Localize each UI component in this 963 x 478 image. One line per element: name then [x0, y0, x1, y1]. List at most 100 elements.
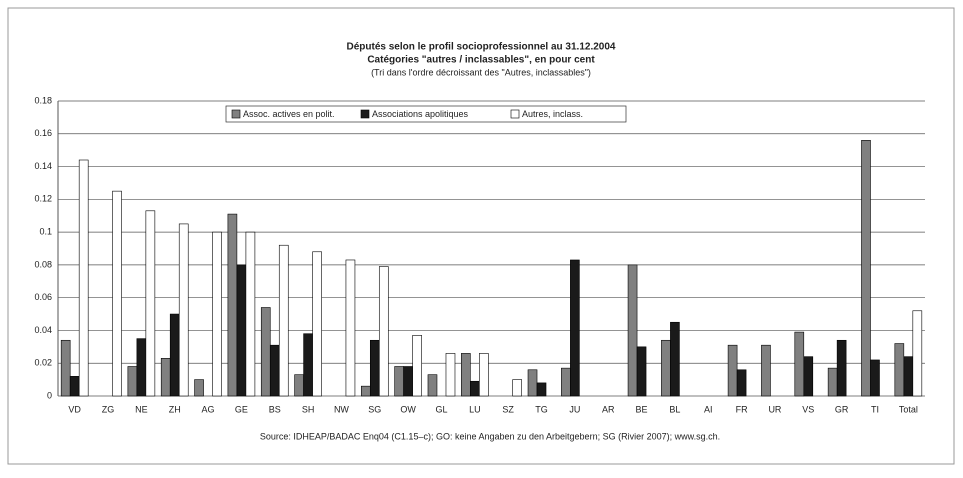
legend-swatch	[510, 109, 520, 119]
bar	[278, 244, 289, 397]
bar	[870, 359, 880, 397]
bar	[236, 264, 247, 397]
bar	[803, 356, 814, 397]
bar	[394, 366, 404, 397]
bar	[445, 353, 456, 397]
chart-subtitle: Catégories "autres / inclassables", en p…	[367, 55, 595, 66]
chart-note: (Tri dans l'ordre décroissant des "Autre…	[371, 67, 591, 77]
y-tick-label: 0.1	[39, 226, 52, 236]
x-tick-label: AR	[602, 404, 615, 414]
x-tick-label: JU	[569, 404, 580, 414]
x-tick-label: BE	[636, 404, 648, 414]
bar	[461, 353, 471, 397]
bar	[561, 367, 571, 397]
bar	[512, 379, 522, 397]
x-tick-label: AG	[202, 404, 215, 414]
x-tick-label: VS	[802, 404, 814, 414]
bar	[294, 374, 304, 397]
bar	[427, 374, 438, 397]
bar	[212, 231, 222, 397]
y-tick-label: 0.08	[34, 259, 52, 269]
y-tick-label: 0.16	[34, 128, 52, 138]
bar	[527, 369, 538, 397]
bar	[861, 140, 871, 397]
y-tick-label: 0.18	[34, 95, 52, 105]
x-tick-label: NE	[135, 404, 148, 414]
bar	[536, 382, 547, 397]
x-tick-label: FR	[736, 404, 748, 414]
x-tick-label: TG	[535, 404, 548, 414]
legend-label: Autres, inclass.	[522, 109, 583, 119]
legend-swatch	[231, 109, 241, 119]
x-tick-label: Total	[899, 404, 918, 414]
bar	[369, 339, 380, 397]
x-tick-label: TI	[871, 404, 879, 414]
chart-title: Députés selon le profil socioprofessionn…	[347, 42, 616, 53]
x-tick-label: GE	[235, 404, 248, 414]
x-tick-label: SH	[302, 404, 315, 414]
x-tick-label: UR	[768, 404, 781, 414]
legend-box	[225, 105, 627, 123]
bar	[194, 379, 204, 397]
bar	[412, 335, 422, 397]
bar	[360, 385, 371, 397]
bar	[145, 210, 156, 397]
y-tick-label: 0.14	[34, 161, 52, 171]
x-tick-label: SZ	[502, 404, 514, 414]
bar	[912, 310, 923, 397]
bar	[727, 344, 738, 397]
x-tick-label: ZG	[102, 404, 115, 414]
y-tick-label: 0.06	[34, 292, 52, 302]
bar	[761, 344, 771, 397]
x-tick-label: BL	[669, 404, 680, 414]
bar	[269, 344, 280, 397]
x-tick-label: ZH	[169, 404, 181, 414]
bar	[479, 353, 489, 397]
bar	[836, 339, 847, 397]
y-tick-label: 0.12	[34, 194, 52, 204]
bar	[378, 266, 389, 397]
bar	[69, 376, 80, 397]
bar	[670, 321, 680, 397]
bar	[661, 339, 671, 397]
bar	[627, 264, 638, 397]
bar	[894, 343, 905, 397]
bar	[303, 333, 313, 397]
source: Source: IDHEAP/BADAC Enq04 (C1.15–c); GO…	[260, 431, 720, 441]
x-tick-label: BS	[269, 404, 281, 414]
bar	[903, 356, 914, 397]
bar	[827, 367, 838, 397]
y-tick-label: 0.04	[34, 325, 52, 335]
legend-label: Assoc. actives en polit.	[243, 109, 335, 119]
x-tick-label: NW	[334, 404, 349, 414]
x-tick-label: GR	[835, 404, 849, 414]
bar	[470, 380, 480, 397]
bar	[169, 313, 180, 397]
bar	[403, 366, 413, 397]
bar	[227, 213, 238, 397]
bar	[260, 307, 271, 397]
x-tick-label: AI	[704, 404, 713, 414]
y-tick-label: 0.02	[34, 358, 52, 368]
bar	[127, 366, 138, 397]
bar	[794, 331, 805, 397]
bar	[736, 369, 747, 397]
bar	[60, 339, 71, 397]
x-tick-label: GL	[435, 404, 447, 414]
bar	[570, 259, 580, 397]
legend-label: Associations apolitiques	[372, 109, 469, 119]
bar	[112, 190, 122, 397]
bar	[78, 159, 89, 397]
x-tick-label: OW	[400, 404, 416, 414]
y-tick-label: 0	[47, 390, 52, 400]
x-tick-label: LU	[469, 404, 481, 414]
bar	[636, 346, 647, 397]
bar	[345, 259, 356, 397]
legend-swatch	[360, 109, 370, 119]
bar	[160, 358, 171, 397]
x-tick-label: SG	[368, 404, 381, 414]
x-tick-label: VD	[68, 404, 81, 414]
bar	[136, 338, 147, 397]
bar	[245, 231, 256, 397]
